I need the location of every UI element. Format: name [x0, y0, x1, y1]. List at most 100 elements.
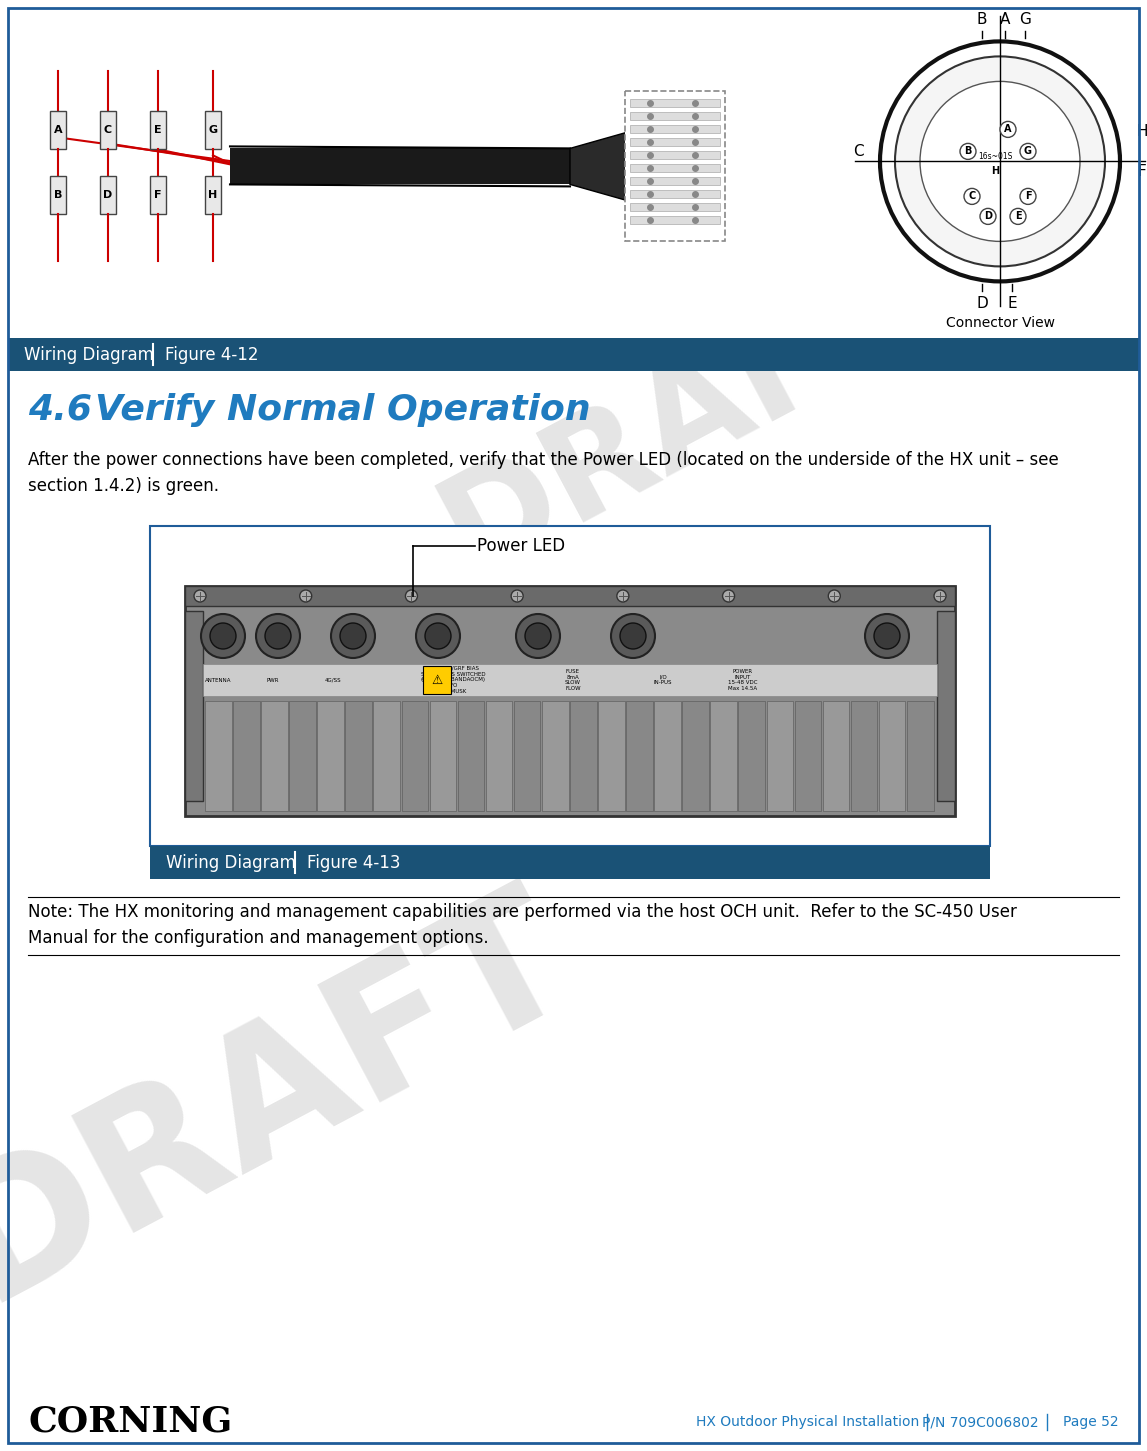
Bar: [654, 701, 681, 811]
Text: Page 52: Page 52: [1063, 1415, 1119, 1429]
Bar: [879, 701, 905, 811]
Text: C: C: [968, 192, 976, 202]
Bar: [318, 701, 344, 811]
Bar: [682, 701, 709, 811]
Circle shape: [963, 189, 980, 205]
Text: DRAFT: DRAFT: [0, 863, 600, 1336]
Bar: [8, 9, 1139, 338]
Bar: [598, 701, 625, 811]
Bar: [150, 177, 166, 215]
Circle shape: [416, 614, 460, 657]
Text: Connector View: Connector View: [945, 316, 1054, 329]
Circle shape: [194, 591, 206, 602]
Circle shape: [828, 591, 841, 602]
Bar: [937, 611, 955, 801]
Text: H: H: [1137, 123, 1147, 139]
Bar: [100, 112, 116, 149]
Bar: [630, 138, 720, 147]
Bar: [345, 701, 372, 811]
Text: Note: The HX monitoring and management capabilities are performed via the host O: Note: The HX monitoring and management c…: [28, 903, 1017, 948]
Text: A: A: [1000, 12, 1011, 28]
Text: 4G/SS: 4G/SS: [325, 678, 342, 682]
Text: A: A: [54, 125, 62, 135]
Circle shape: [299, 591, 312, 602]
Text: H: H: [209, 190, 218, 200]
Bar: [150, 527, 990, 846]
Text: A: A: [1005, 125, 1012, 135]
Text: D: D: [103, 190, 112, 200]
Circle shape: [723, 591, 734, 602]
Circle shape: [865, 614, 910, 657]
Bar: [430, 701, 457, 811]
Text: Wiring Diagram: Wiring Diagram: [166, 853, 296, 872]
Bar: [150, 846, 990, 879]
Text: E: E: [1007, 296, 1016, 311]
Text: ⚠: ⚠: [431, 673, 443, 686]
Bar: [626, 701, 653, 811]
Circle shape: [405, 591, 418, 602]
Text: D: D: [984, 212, 992, 222]
Circle shape: [265, 622, 291, 649]
Bar: [486, 701, 513, 811]
Bar: [710, 701, 738, 811]
Text: C: C: [852, 144, 864, 160]
Bar: [374, 701, 400, 811]
Circle shape: [960, 144, 976, 160]
Circle shape: [920, 81, 1080, 241]
Circle shape: [895, 57, 1105, 267]
Text: ANTENNA: ANTENNA: [205, 678, 232, 682]
Bar: [205, 112, 221, 149]
Text: HX Outdoor Physical Installation: HX Outdoor Physical Installation: [696, 1415, 919, 1429]
Text: F: F: [1138, 164, 1146, 178]
Bar: [205, 177, 221, 215]
Circle shape: [934, 591, 946, 602]
Bar: [630, 125, 720, 133]
Bar: [822, 701, 849, 811]
Circle shape: [980, 209, 996, 225]
Circle shape: [621, 622, 646, 649]
Bar: [401, 701, 428, 811]
Bar: [514, 701, 540, 811]
Circle shape: [1011, 209, 1027, 225]
Text: H: H: [991, 167, 999, 177]
Text: Wiring Diagram: Wiring Diagram: [24, 345, 154, 364]
Bar: [630, 203, 720, 212]
Text: POWER
INPUT
15-48 VDC
Max 14.5A: POWER INPUT 15-48 VDC Max 14.5A: [728, 669, 758, 691]
Bar: [185, 586, 955, 607]
Text: Figure 4-12: Figure 4-12: [165, 345, 258, 364]
Text: P/N 709C006802: P/N 709C006802: [922, 1415, 1039, 1429]
Bar: [262, 701, 288, 811]
Text: Figure 4-13: Figure 4-13: [307, 853, 400, 872]
Circle shape: [1020, 144, 1036, 160]
Text: C: C: [104, 125, 112, 135]
Circle shape: [1000, 122, 1016, 138]
Circle shape: [340, 622, 366, 649]
Circle shape: [512, 591, 523, 602]
Bar: [231, 148, 570, 184]
Circle shape: [611, 614, 655, 657]
Circle shape: [874, 622, 900, 649]
Bar: [795, 701, 821, 811]
Circle shape: [331, 614, 375, 657]
Circle shape: [516, 614, 560, 657]
Bar: [630, 151, 720, 160]
Bar: [630, 216, 720, 225]
Bar: [630, 177, 720, 186]
Bar: [50, 177, 67, 215]
Circle shape: [525, 622, 551, 649]
Polygon shape: [570, 132, 630, 202]
Text: CORNING: CORNING: [28, 1405, 232, 1439]
Bar: [630, 100, 720, 107]
Text: 16s~01S: 16s~01S: [977, 152, 1012, 161]
Text: DRAFT: DRAFT: [419, 238, 941, 602]
Bar: [205, 701, 232, 811]
Circle shape: [426, 622, 451, 649]
Bar: [203, 665, 937, 696]
Bar: [8, 338, 1139, 371]
Bar: [50, 112, 67, 149]
Text: G: G: [209, 125, 218, 135]
Bar: [630, 112, 720, 120]
Text: AVOID RF/GRF BIAS
SEPOWER IS SWITCHED
(CATBWGS/BANDAOCM)
FYO
DCMMUSK: AVOID RF/GRF BIAS SEPOWER IS SWITCHED (C…: [421, 666, 485, 694]
Bar: [423, 666, 451, 694]
Bar: [739, 701, 765, 811]
